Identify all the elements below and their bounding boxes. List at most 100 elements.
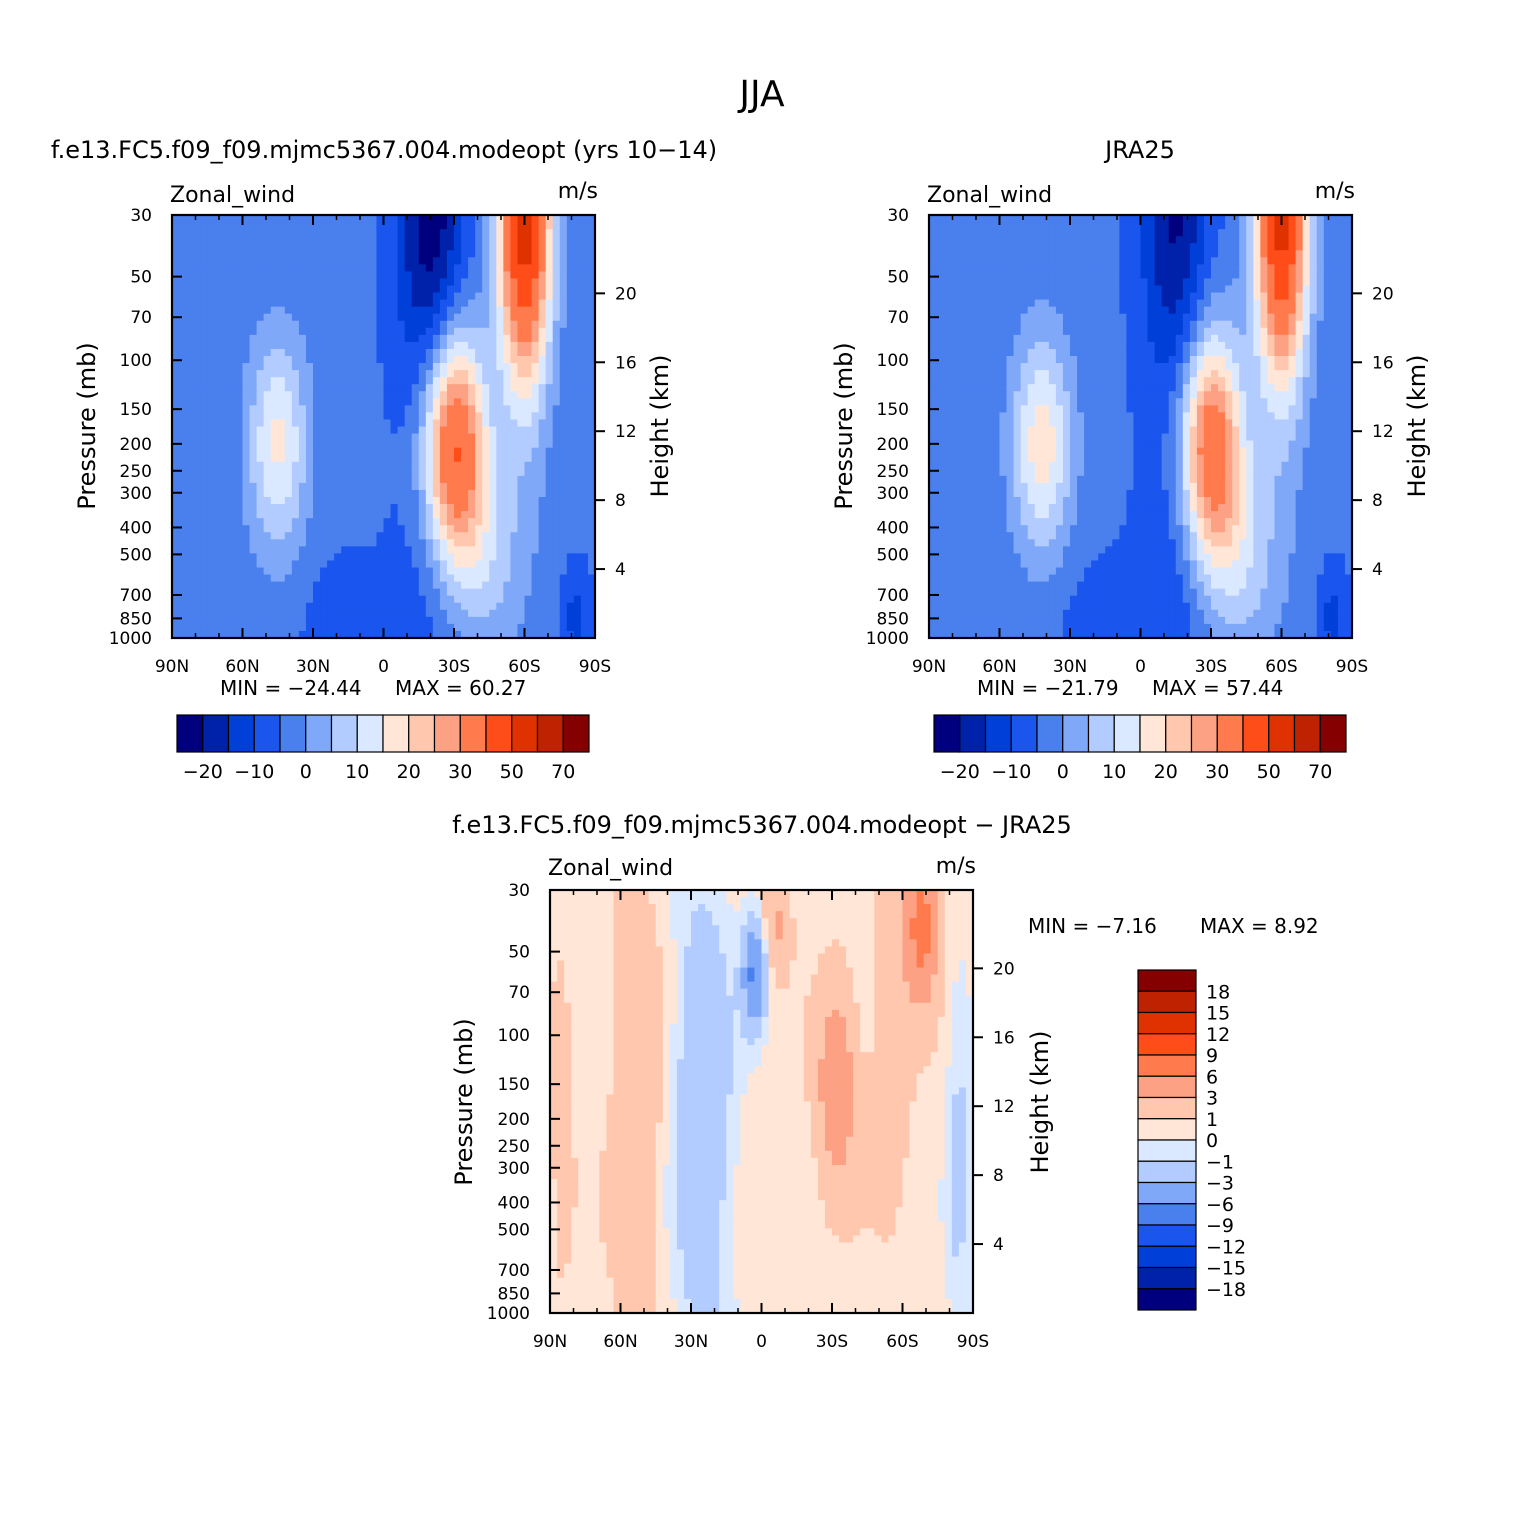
contour-cell bbox=[298, 243, 307, 251]
contour-cell bbox=[454, 250, 462, 258]
contour-cell bbox=[383, 546, 392, 554]
contour-cell bbox=[566, 299, 575, 308]
contour-cell bbox=[411, 482, 420, 491]
contour-cell bbox=[936, 292, 944, 301]
contour-cell bbox=[404, 264, 413, 272]
contour-cell bbox=[334, 222, 342, 230]
contour-cell bbox=[1302, 215, 1311, 223]
contour-cell bbox=[510, 243, 519, 251]
contour-cell bbox=[1133, 278, 1142, 287]
contour-cell bbox=[1027, 264, 1036, 272]
contour-cell bbox=[1246, 278, 1254, 287]
contour-cell bbox=[545, 285, 554, 294]
contour-cell bbox=[334, 539, 342, 547]
contour-cell bbox=[503, 236, 511, 244]
contour-cell bbox=[383, 581, 392, 590]
y-tick-label: 700 bbox=[120, 586, 152, 606]
contour-cell bbox=[454, 391, 462, 399]
contour-cell bbox=[1302, 229, 1311, 237]
contour-cell bbox=[1133, 271, 1142, 280]
contour-cell bbox=[482, 292, 490, 301]
contour-cell bbox=[383, 236, 392, 244]
contour-cell bbox=[978, 264, 986, 272]
contour-cell bbox=[1154, 313, 1163, 322]
contour-cell bbox=[228, 504, 237, 512]
contour-cell bbox=[383, 595, 392, 604]
contour-cell bbox=[524, 546, 533, 554]
contour-cell bbox=[298, 419, 307, 428]
contour-cell bbox=[249, 313, 258, 322]
contour-cell bbox=[1316, 327, 1325, 336]
contour-cell bbox=[277, 532, 286, 540]
contour-cell bbox=[1055, 285, 1064, 294]
contour-cell bbox=[418, 377, 427, 385]
contour-cell bbox=[214, 384, 222, 392]
contour-cell bbox=[1203, 236, 1212, 244]
contour-cell bbox=[221, 363, 229, 371]
contour-cell bbox=[425, 574, 434, 583]
contour-cell bbox=[270, 229, 279, 237]
contour-cell bbox=[1034, 299, 1043, 308]
contour-cell bbox=[397, 419, 406, 428]
contour-cell bbox=[503, 567, 511, 576]
contour-cell bbox=[235, 595, 244, 604]
contour-cell bbox=[1070, 313, 1078, 322]
contour-cell bbox=[256, 327, 265, 336]
contour-cell bbox=[1288, 292, 1297, 301]
contour-cell bbox=[200, 405, 208, 413]
contour-cell bbox=[320, 222, 328, 230]
contour-cell bbox=[411, 391, 420, 399]
contour-cell bbox=[454, 271, 462, 280]
contour-cell bbox=[1267, 278, 1276, 287]
contour-cell bbox=[270, 341, 279, 350]
contour-cell bbox=[390, 532, 399, 540]
contour-cell bbox=[524, 433, 533, 442]
contour-cell bbox=[256, 616, 265, 625]
contour-cell bbox=[545, 574, 554, 583]
contour-cell bbox=[320, 250, 328, 258]
contour-cell bbox=[313, 341, 321, 350]
contour-cell bbox=[1048, 356, 1057, 364]
contour-cell bbox=[390, 440, 399, 449]
contour-cell bbox=[390, 348, 399, 357]
contour-cell bbox=[1309, 334, 1318, 343]
contour-cell bbox=[397, 482, 406, 491]
contour-cell bbox=[587, 229, 595, 237]
contour-cell bbox=[1070, 215, 1078, 223]
contour-cell bbox=[999, 243, 1008, 251]
contour-cell bbox=[545, 489, 554, 498]
contour-cell bbox=[978, 229, 986, 237]
contour-cell bbox=[1211, 236, 1219, 244]
contour-cell bbox=[573, 588, 582, 597]
contour-cell bbox=[327, 602, 335, 611]
contour-cell bbox=[193, 285, 201, 294]
contour-cell bbox=[1316, 348, 1325, 357]
contour-cell bbox=[172, 489, 180, 498]
contour-cell bbox=[186, 546, 194, 554]
contour-cell bbox=[1161, 334, 1170, 343]
contour-cell bbox=[411, 320, 420, 329]
contour-cell bbox=[1189, 306, 1198, 315]
contour-cell bbox=[531, 609, 540, 618]
contour-cell bbox=[510, 588, 519, 597]
contour-cell bbox=[992, 363, 1001, 371]
contour-cell bbox=[950, 320, 958, 329]
contour-cell bbox=[179, 377, 187, 385]
contour-cell bbox=[446, 461, 455, 470]
contour-cell bbox=[207, 215, 215, 223]
contour-cell bbox=[1084, 222, 1092, 230]
contour-cell bbox=[936, 356, 944, 364]
contour-cell bbox=[425, 475, 434, 484]
contour-cell bbox=[341, 264, 349, 272]
contour-cell bbox=[270, 489, 279, 498]
contour-cell bbox=[1246, 292, 1254, 301]
contour-cell bbox=[552, 461, 561, 470]
contour-cell bbox=[1267, 327, 1276, 336]
contour-cell bbox=[207, 299, 215, 308]
contour-cell bbox=[341, 229, 349, 237]
contour-cell bbox=[1274, 243, 1283, 251]
contour-cell bbox=[284, 215, 293, 223]
contour-cell bbox=[580, 532, 589, 540]
contour-cell bbox=[461, 574, 469, 583]
contour-cell bbox=[468, 384, 476, 392]
